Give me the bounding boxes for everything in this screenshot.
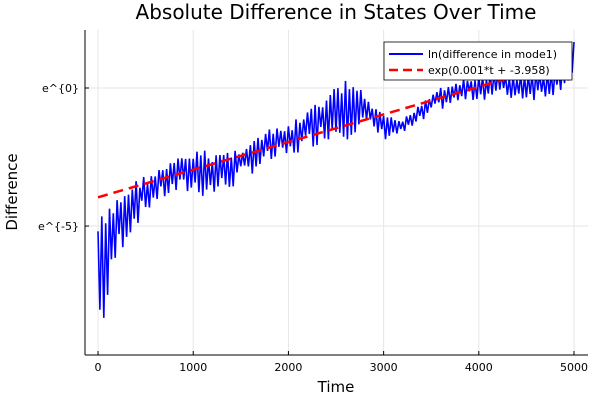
x-tick-label: 4000 [465,361,493,374]
x-tick-label: 3000 [370,361,398,374]
plot-area [97,41,575,318]
legend-box [383,41,573,81]
legend-label-series-2: exp(0.001*t + -3.958) [428,64,550,77]
chart-title: Absolute Difference in States Over Time [136,0,537,24]
legend: ln(difference in mode1) exp(0.001*t + -3… [383,41,573,81]
x-tick-label: 1000 [179,361,207,374]
x-axis-label: Time [317,378,355,396]
y-tick-label: e^{-5} [38,220,79,233]
y-ticks: e^{0} e^{-5} [38,82,89,233]
x-tick-label: 5000 [560,361,588,374]
legend-label-series-1: ln(difference in mode1) [428,48,557,61]
series-line-fit [97,58,575,199]
y-axis-label: Difference [3,153,21,230]
y-tick-label: e^{0} [42,82,79,95]
series-line-difference [97,41,575,318]
x-ticks: 0 1000 2000 3000 4000 5000 [95,351,588,374]
x-tick-label: 2000 [274,361,302,374]
x-tick-label: 0 [95,361,102,374]
